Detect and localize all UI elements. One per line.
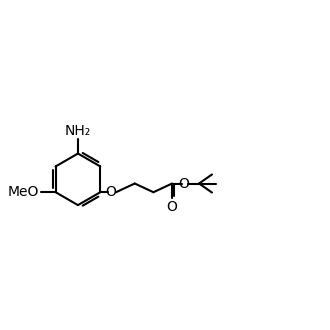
Text: O: O <box>179 177 190 190</box>
Text: MeO: MeO <box>8 185 39 199</box>
Text: O: O <box>105 185 116 199</box>
Text: NH₂: NH₂ <box>65 124 91 138</box>
Text: O: O <box>167 200 178 214</box>
